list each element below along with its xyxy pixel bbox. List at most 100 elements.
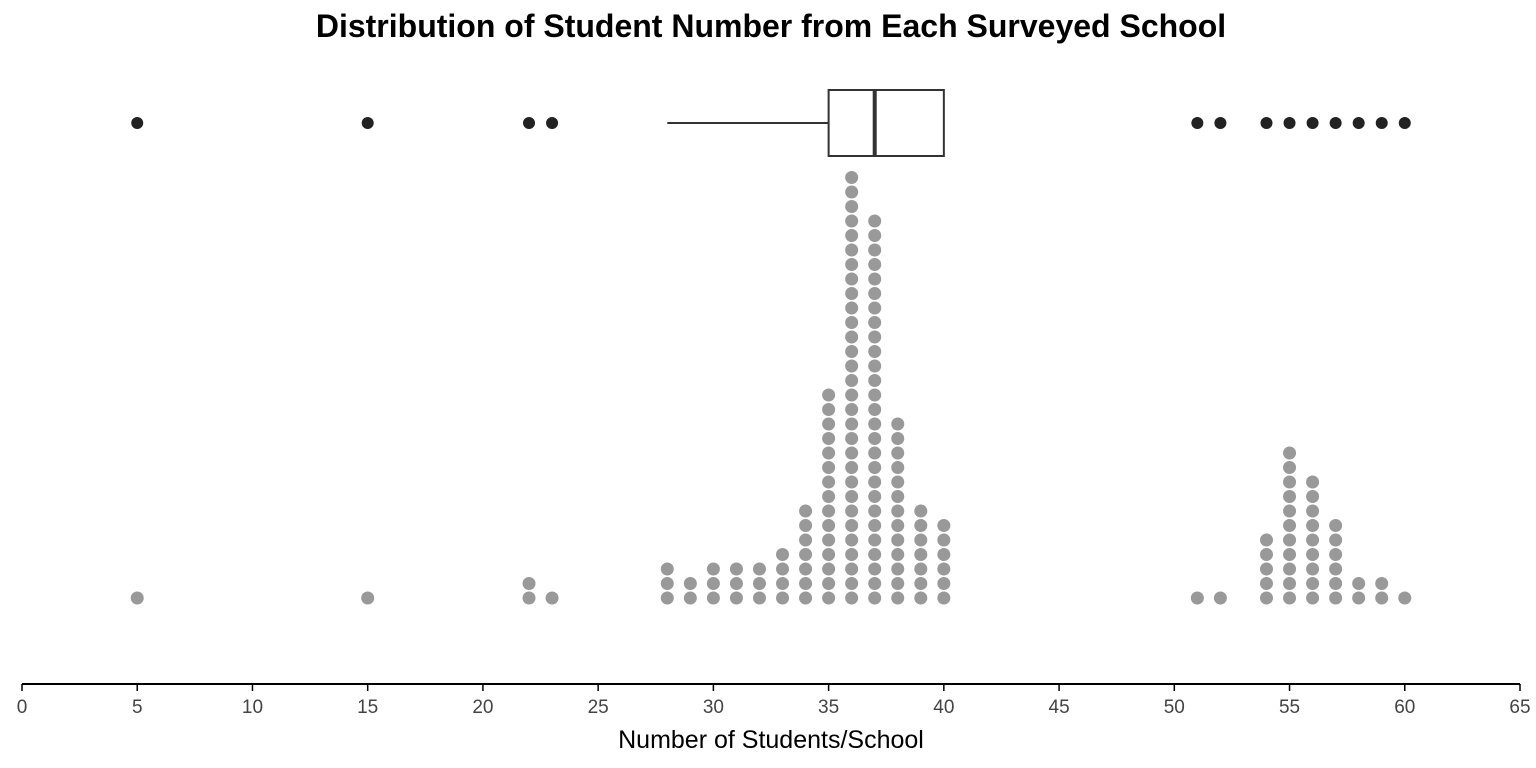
data-dot bbox=[729, 577, 743, 590]
data-dot bbox=[1259, 562, 1273, 576]
data-dot bbox=[845, 577, 859, 590]
data-dot bbox=[1352, 591, 1366, 605]
data-dot bbox=[845, 359, 859, 373]
outlier-point bbox=[1214, 117, 1227, 129]
x-tick-label: 45 bbox=[1049, 697, 1070, 718]
x-tick-label: 35 bbox=[818, 697, 839, 718]
data-dot bbox=[845, 446, 859, 460]
data-dot bbox=[822, 519, 836, 532]
outlier-point bbox=[1375, 117, 1388, 129]
x-axis: 0 5 10 15 20 25 30 35 40 45 50 55 60 65 bbox=[17, 683, 1531, 718]
data-dot bbox=[845, 417, 859, 431]
data-dot bbox=[1259, 591, 1273, 605]
data-dot bbox=[868, 461, 882, 474]
data-dot bbox=[1283, 591, 1297, 605]
data-dot bbox=[891, 562, 905, 576]
boxplot-outliers bbox=[131, 117, 1411, 129]
data-dot bbox=[868, 388, 882, 402]
data-dot bbox=[845, 519, 859, 532]
data-dot bbox=[822, 388, 836, 402]
data-dot bbox=[1375, 577, 1389, 590]
data-dot bbox=[1190, 591, 1204, 605]
data-dot bbox=[868, 272, 882, 286]
data-dot bbox=[822, 533, 836, 547]
data-dot bbox=[845, 229, 859, 242]
data-dot bbox=[1306, 504, 1320, 518]
data-dot bbox=[845, 272, 859, 286]
data-dot bbox=[822, 562, 836, 576]
data-dot bbox=[822, 461, 836, 474]
data-dot bbox=[845, 330, 859, 344]
data-dot bbox=[1398, 591, 1412, 605]
data-dot bbox=[845, 301, 859, 315]
data-dot bbox=[914, 548, 928, 561]
data-dot bbox=[845, 214, 859, 228]
data-dot bbox=[891, 519, 905, 532]
outlier-point bbox=[1352, 117, 1365, 129]
data-dot bbox=[868, 345, 882, 358]
data-dot bbox=[845, 461, 859, 474]
x-tick-label: 50 bbox=[1164, 697, 1185, 718]
data-dot bbox=[1283, 519, 1297, 532]
data-dot bbox=[1306, 533, 1320, 547]
data-dot bbox=[1329, 562, 1343, 576]
data-dot bbox=[845, 258, 859, 271]
data-dot bbox=[822, 504, 836, 518]
data-dot bbox=[868, 591, 882, 605]
x-axis-label: Number of Students/School bbox=[618, 726, 924, 754]
data-dot bbox=[868, 229, 882, 242]
data-dot bbox=[937, 519, 951, 532]
data-dot bbox=[822, 475, 836, 489]
data-dot bbox=[776, 562, 790, 576]
data-dot bbox=[914, 504, 928, 518]
data-dot bbox=[937, 548, 951, 561]
data-dot bbox=[822, 446, 836, 460]
dots-layer bbox=[130, 171, 1412, 605]
x-tick-label: 0 bbox=[17, 697, 28, 718]
data-dot bbox=[776, 591, 790, 605]
data-dot bbox=[1329, 519, 1343, 532]
data-dot bbox=[130, 591, 144, 605]
data-dot bbox=[937, 577, 951, 590]
data-dot bbox=[891, 577, 905, 590]
data-dot bbox=[845, 591, 859, 605]
data-dot bbox=[822, 577, 836, 590]
data-dot bbox=[1329, 591, 1343, 605]
data-dot bbox=[1352, 577, 1366, 590]
data-dot bbox=[845, 562, 859, 576]
data-dot bbox=[845, 533, 859, 547]
data-dot bbox=[660, 591, 674, 605]
data-dot bbox=[1283, 577, 1297, 590]
data-dot bbox=[799, 562, 813, 576]
x-tick-label: 60 bbox=[1394, 697, 1415, 718]
data-dot bbox=[868, 301, 882, 315]
data-dot bbox=[868, 214, 882, 228]
data-dot bbox=[845, 287, 859, 300]
data-dot bbox=[706, 577, 720, 590]
data-dot bbox=[891, 591, 905, 605]
data-dot bbox=[868, 403, 882, 416]
data-dot bbox=[1283, 461, 1297, 474]
data-dot bbox=[1329, 548, 1343, 561]
x-tick-label: 40 bbox=[933, 697, 954, 718]
data-dot bbox=[822, 548, 836, 561]
data-dot bbox=[891, 490, 905, 503]
data-dot bbox=[683, 591, 697, 605]
data-dot bbox=[1283, 490, 1297, 503]
data-dot bbox=[845, 185, 859, 199]
outlier-point bbox=[1283, 117, 1296, 129]
outlier-point bbox=[1191, 117, 1204, 129]
data-dot bbox=[1306, 577, 1320, 590]
data-dot bbox=[1329, 577, 1343, 590]
data-dot bbox=[706, 591, 720, 605]
data-dot bbox=[845, 490, 859, 503]
outlier-point bbox=[1398, 117, 1411, 129]
data-dot bbox=[891, 461, 905, 474]
data-dot bbox=[914, 577, 928, 590]
data-dot bbox=[891, 446, 905, 460]
data-dot bbox=[845, 171, 859, 184]
data-dot bbox=[522, 591, 536, 605]
data-dot bbox=[868, 562, 882, 576]
data-dot bbox=[891, 533, 905, 547]
data-dot bbox=[891, 475, 905, 489]
